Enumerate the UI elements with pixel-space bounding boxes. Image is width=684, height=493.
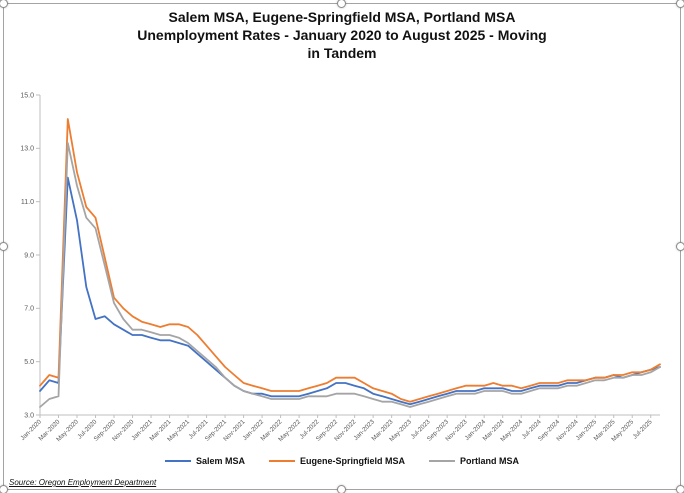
chart-title: Salem MSA, Eugene-Springfield MSA, Portl…	[137, 9, 547, 62]
legend-swatch-portland	[429, 460, 456, 462]
selection-handle-top-right[interactable]	[676, 0, 684, 8]
legend-swatch-salem	[164, 460, 191, 462]
svg-text:7.0: 7.0	[24, 306, 34, 313]
selection-handle-right-middle[interactable]	[676, 242, 684, 251]
legend-label-portland: Portland MSA	[460, 456, 520, 466]
svg-text:13.0: 13.0	[20, 146, 34, 153]
chart-legend: Salem MSA Eugene-Springfield MSA Portlan…	[0, 456, 684, 466]
selection-handle-top-left[interactable]	[0, 0, 8, 8]
chart-border	[3, 3, 681, 490]
svg-text:11.0: 11.0	[21, 199, 34, 206]
legend-item-salem[interactable]: Salem MSA	[164, 456, 245, 466]
legend-item-eugene-springfield[interactable]: Eugene-Springfield MSA	[269, 456, 405, 466]
svg-text:3.0: 3.0	[24, 412, 34, 419]
svg-text:15.0: 15.0	[20, 92, 34, 99]
legend-item-portland[interactable]: Portland MSA	[429, 456, 519, 466]
legend-label-salem: Salem MSA	[195, 456, 245, 466]
legend-label-eugene-springfield: Eugene-Springfield MSA	[300, 456, 406, 466]
selection-handle-bottom-right[interactable]	[676, 485, 684, 493]
selection-handle-bottom-left[interactable]	[0, 485, 8, 493]
svg-text:9.0: 9.0	[24, 252, 34, 259]
svg-text:5.0: 5.0	[24, 359, 34, 366]
selection-handle-top-middle[interactable]	[337, 0, 346, 8]
source-note: Source: Oregon Employment Department	[9, 478, 157, 487]
legend-swatch-eugene-springfield	[269, 460, 295, 462]
selection-handle-bottom-middle[interactable]	[337, 485, 346, 493]
svg-text:Jul-2025: Jul-2025	[632, 418, 654, 440]
selection-handle-left-middle[interactable]	[0, 242, 8, 251]
plot-area[interactable]: 3.05.07.09.011.013.015.0Jan-2020Mar-2020…	[0, 70, 684, 462]
